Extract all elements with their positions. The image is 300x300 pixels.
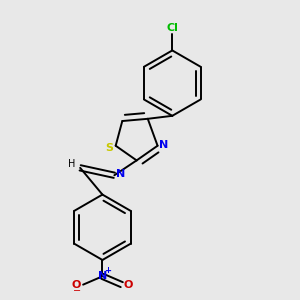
- Text: N: N: [98, 271, 107, 281]
- Text: O: O: [72, 280, 81, 290]
- Text: −: −: [73, 286, 81, 296]
- Text: N: N: [116, 169, 125, 179]
- Text: Cl: Cl: [167, 23, 178, 33]
- Text: +: +: [104, 266, 111, 275]
- Text: N: N: [160, 140, 169, 150]
- Text: H: H: [68, 159, 76, 169]
- Text: O: O: [124, 280, 133, 290]
- Text: S: S: [105, 143, 113, 153]
